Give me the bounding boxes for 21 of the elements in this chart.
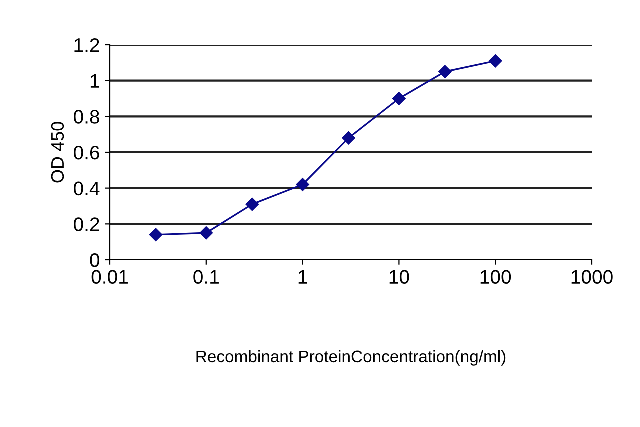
point	[392, 92, 406, 106]
x-axis-title: Recombinant ProteinConcentration(ng/ml)	[196, 350, 506, 366]
y-tick-label: 1.2	[74, 38, 100, 52]
point	[342, 132, 356, 145]
y-tick-label: 0.4	[74, 182, 100, 196]
x-tick-label: 0.1	[194, 270, 219, 284]
x-tick-label: 1000	[572, 270, 613, 284]
point	[149, 228, 163, 242]
y-axis-title: OD 450	[51, 122, 64, 183]
y-tick-label: 0.8	[74, 110, 100, 124]
y-tick-label: 1	[90, 74, 100, 88]
x-tick-label: 0.01	[92, 270, 128, 284]
point	[296, 178, 310, 192]
y-tick-label: 0.2	[74, 218, 100, 232]
x-tick-label: 10	[390, 270, 410, 284]
x-tick-label: 1	[298, 270, 308, 284]
point	[489, 54, 502, 68]
x-tick-label: 100	[480, 270, 512, 284]
y-tick-label: 0.6	[74, 146, 100, 160]
point	[246, 198, 259, 212]
y-tick-label: 0	[90, 253, 100, 268]
